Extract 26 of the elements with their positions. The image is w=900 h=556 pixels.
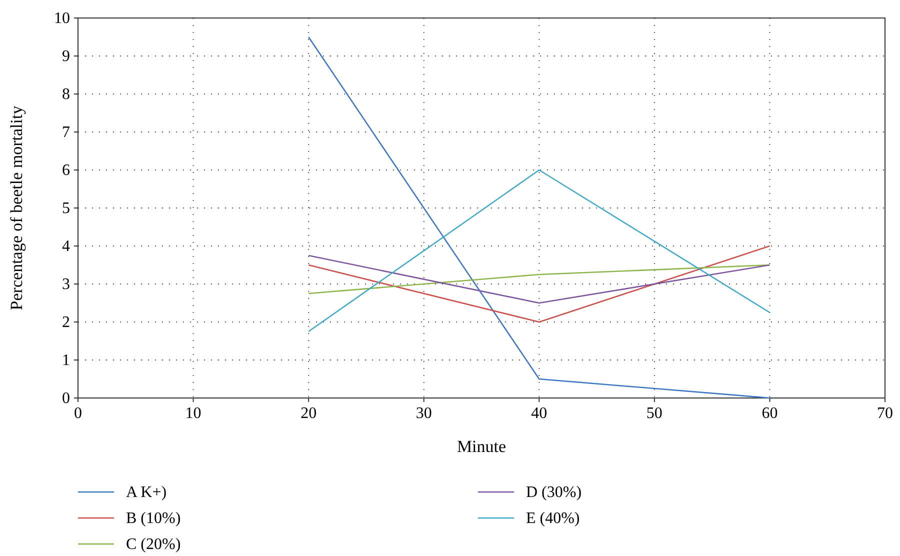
- x-axis-title: Minute: [456, 437, 506, 456]
- y-tick-label: 6: [62, 162, 70, 179]
- x-tick-label: 60: [762, 405, 778, 422]
- y-tick-label: 1: [62, 352, 70, 369]
- y-tick-label: 4: [62, 238, 70, 255]
- y-axis-title: Percentage of beetle mortality: [7, 105, 26, 310]
- x-tick-label: 70: [877, 405, 893, 422]
- x-tick-label: 50: [646, 405, 662, 422]
- x-tick-label: 20: [300, 405, 317, 422]
- x-tick-label: 30: [416, 405, 432, 422]
- y-tick-label: 0: [62, 390, 70, 407]
- legend-label: B (10%): [126, 510, 181, 527]
- y-tick-label: 3: [62, 276, 70, 293]
- x-tick-label: 40: [531, 405, 548, 422]
- y-tick-label: 7: [62, 124, 70, 141]
- y-tick-label: 5: [62, 200, 70, 217]
- y-tick-label: 8: [62, 86, 70, 103]
- y-tick-label: 9: [62, 48, 70, 65]
- legend-label: D (30%): [526, 484, 582, 501]
- x-tick-label: 10: [185, 405, 202, 422]
- legend-label: E (40%): [526, 510, 580, 527]
- x-tick-label: 0: [74, 405, 82, 422]
- legend-label: C (20%): [126, 536, 181, 553]
- y-tick-label: 10: [54, 10, 70, 27]
- legend-label: A K+): [126, 484, 167, 501]
- y-tick-label: 2: [62, 314, 70, 331]
